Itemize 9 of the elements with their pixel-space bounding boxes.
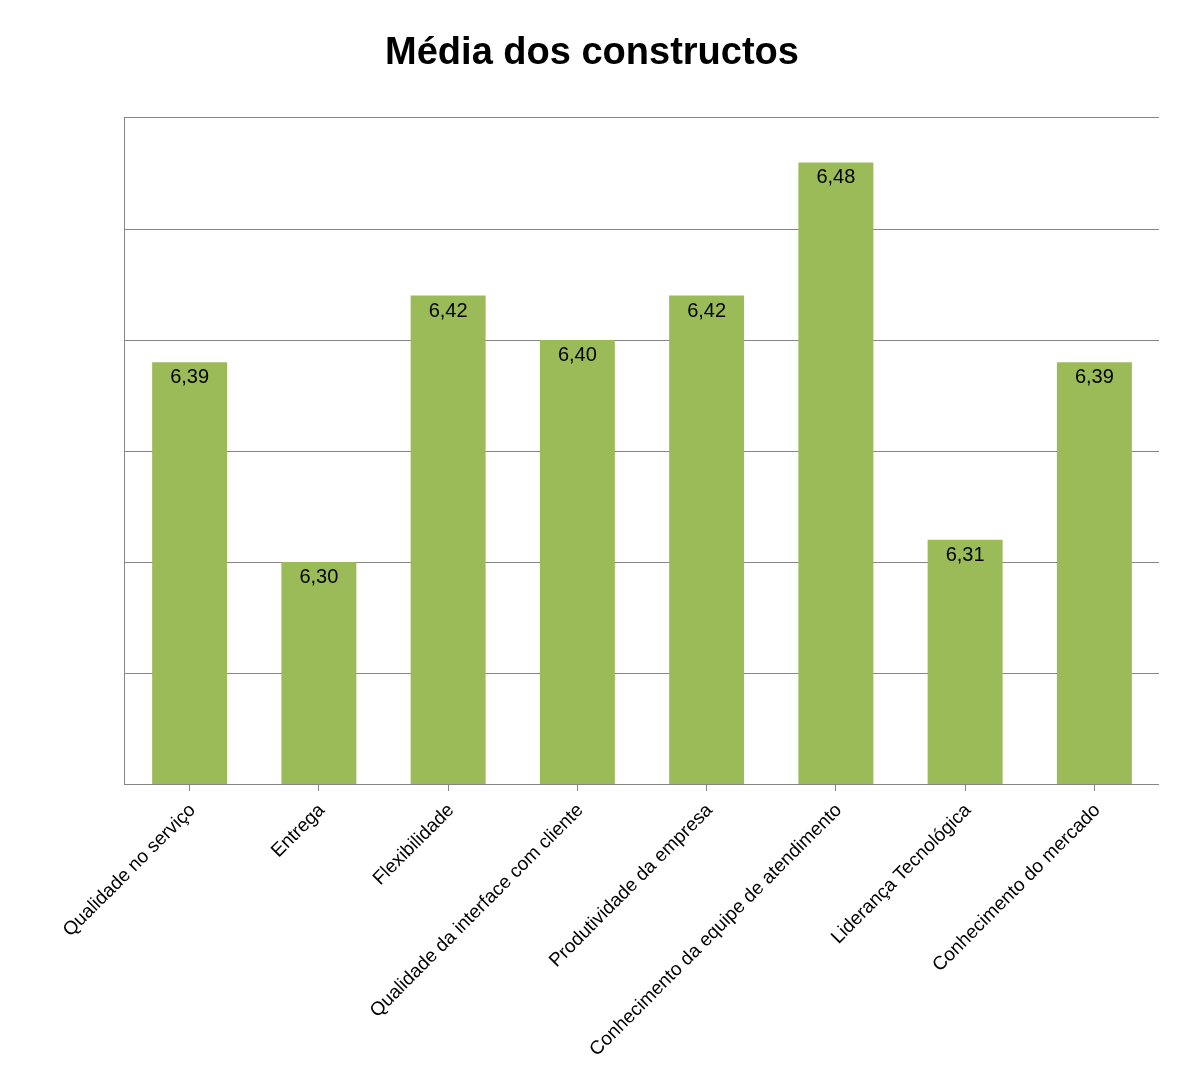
data-label: 6,42 — [687, 298, 727, 321]
data-label: 6,42 — [428, 298, 468, 321]
data-label: 6,31 — [945, 542, 985, 565]
data-label: 6,30 — [299, 565, 339, 587]
data-label: 6,48 — [816, 165, 856, 188]
data-label: 6,39 — [170, 365, 210, 388]
data-label: 6,39 — [1074, 365, 1114, 388]
data-label: 6,40 — [557, 343, 597, 365]
chart-title: Média dos constructos — [385, 30, 799, 73]
